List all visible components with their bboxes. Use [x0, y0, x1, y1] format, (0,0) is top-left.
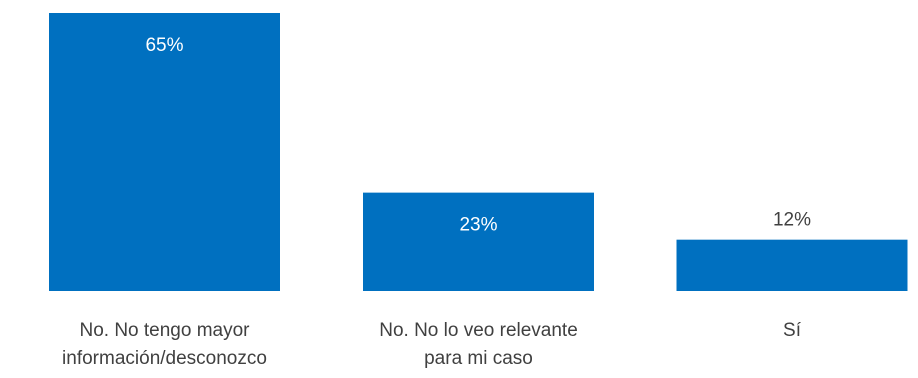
bar-0	[49, 13, 280, 291]
value-label-2: 12%	[773, 210, 811, 231]
value-label-1: 23%	[459, 215, 497, 236]
bar-1	[363, 192, 594, 291]
category-label-1: No. No lo veo relevante para mi caso	[379, 320, 578, 369]
value-label-0: 65%	[145, 35, 183, 56]
category-label-2: Sí	[783, 320, 802, 341]
category-label-0: No. No tengo mayor información/desconozco	[62, 320, 267, 369]
bar-2	[676, 239, 908, 291]
